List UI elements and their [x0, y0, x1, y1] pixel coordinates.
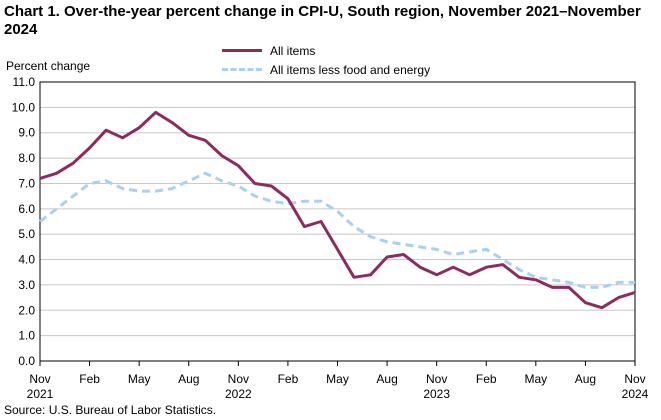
legend-swatch-core — [222, 68, 262, 71]
x-tick-label: May — [128, 372, 151, 386]
axes: 0.0 1.0 2.0 3.0 4.0 5.0 6.0 7.0 8.0 9.0 10.0 11.0 No… — [12, 75, 649, 401]
y-tick-label: 3.0 — [18, 278, 35, 292]
x-tick-label: Aug — [178, 372, 199, 386]
legend-label-all-items: All items — [270, 43, 316, 58]
x-tick-label: Aug — [575, 372, 596, 386]
legend-swatch-all-items — [222, 49, 262, 52]
series-line-all-items — [39, 110, 636, 310]
x-tick-label: Nov — [29, 372, 50, 386]
y-tick-label: 5.0 — [18, 227, 35, 241]
x-tick-year-label: 2023 — [423, 387, 450, 401]
legend-label-core: All items less food and energy — [270, 62, 431, 77]
x-tick-label: May — [524, 372, 547, 386]
source-note: Source: U.S. Bureau of Labor Statistics. — [4, 403, 217, 417]
x-tick-label: Feb — [79, 372, 100, 386]
y-tick-label: 4.0 — [18, 253, 35, 267]
series-line-core — [39, 171, 635, 289]
x-tick-label: Aug — [376, 372, 397, 386]
plot-border — [39, 81, 636, 362]
y-tick-label: 11.0 — [13, 75, 36, 89]
y-tick-label: 6.0 — [18, 202, 35, 216]
x-tick-label: May — [326, 372, 349, 386]
x-tick-label: Feb — [476, 372, 497, 386]
gridlines — [40, 81, 635, 362]
y-tick-label: 10.0 — [12, 100, 36, 114]
y-tick-label: 2.0 — [18, 303, 35, 317]
legend-item-core: All items less food and energy — [222, 60, 430, 79]
chart-title: Chart 1. Over-the-year percent change in… — [4, 3, 641, 38]
series-lines — [39, 110, 636, 310]
y-tick-label: 1.0 — [18, 329, 35, 343]
x-tick-year-label: 2021 — [27, 387, 54, 401]
legend: All items All items less food and energy — [222, 41, 430, 79]
y-tick-label: 9.0 — [18, 126, 35, 140]
x-tick-label: Nov — [426, 372, 447, 386]
legend-item-all-items: All items — [222, 41, 430, 60]
x-tick-label: Nov — [624, 372, 645, 386]
x-tick-label: Feb — [278, 372, 299, 386]
x-tick-year-label: 2024 — [622, 387, 649, 401]
y-axis-title: Percent change — [6, 59, 91, 73]
x-tick-label: Nov — [228, 372, 249, 386]
y-tick-label: 7.0 — [18, 176, 35, 190]
x-tick-year-label: 2022 — [225, 387, 252, 401]
y-tick-label: 0.0 — [18, 354, 35, 368]
y-tick-label: 8.0 — [18, 151, 35, 165]
